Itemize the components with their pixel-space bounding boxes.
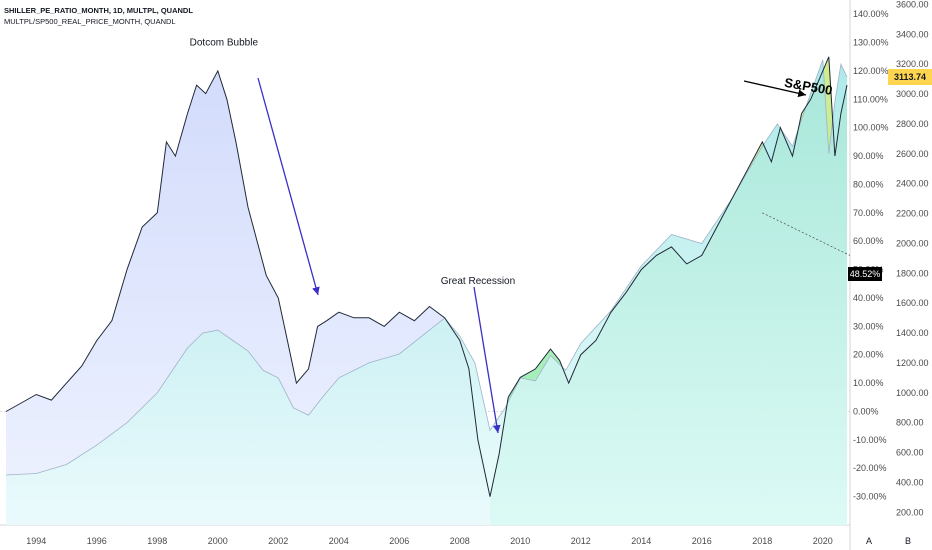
price-tick-label: 1200.00 bbox=[896, 358, 929, 368]
pct-tick-label: 90.00% bbox=[853, 151, 884, 161]
x-tick-label: 1994 bbox=[26, 536, 46, 546]
pct-tick-label: 40.00% bbox=[853, 293, 884, 303]
x-tick-label: 2014 bbox=[631, 536, 651, 546]
pct-tick-label: 60.00% bbox=[853, 236, 884, 246]
pct-tick-label: 80.00% bbox=[853, 179, 884, 189]
price-tick-label: 1800.00 bbox=[896, 268, 929, 278]
x-tick-label: 2018 bbox=[752, 536, 772, 546]
price-tick-label: 3200.00 bbox=[896, 59, 929, 69]
pct-tick-label: 20.00% bbox=[853, 350, 884, 360]
log-scale-button[interactable]: B bbox=[905, 536, 912, 546]
price-tick-label: 3000.00 bbox=[896, 89, 929, 99]
price-tick-label: 800.00 bbox=[896, 418, 924, 428]
pct-tick-label: -30.00% bbox=[853, 492, 887, 502]
pct-tick-label: 120.00% bbox=[853, 66, 889, 76]
series-area-sp500 bbox=[6, 59, 847, 525]
x-tick-label: 2002 bbox=[268, 536, 288, 546]
price-tick-label: 3400.00 bbox=[896, 29, 929, 39]
pct-tick-label: 30.00% bbox=[853, 321, 884, 331]
series-line-pe-ratio bbox=[5, 56, 848, 497]
price-tick-label: 200.00 bbox=[896, 507, 924, 517]
x-tick-label: 2008 bbox=[450, 536, 470, 546]
price-tick-label: 1000.00 bbox=[896, 388, 929, 398]
pct-tick-label: 70.00% bbox=[853, 208, 884, 218]
x-tick-label: 1996 bbox=[87, 536, 107, 546]
x-axis: 1994 1996 1998 2000 2002 2004 2006 2008 2010 2012… bbox=[26, 536, 833, 546]
price-tick-label: 2800.00 bbox=[896, 119, 929, 129]
price-tick-label: 1400.00 bbox=[896, 328, 929, 338]
price-tick-label: 1600.00 bbox=[896, 298, 929, 308]
x-tick-label: 2010 bbox=[510, 536, 530, 546]
x-tick-label: 1998 bbox=[147, 536, 167, 546]
x-tick-label: 2000 bbox=[208, 536, 228, 546]
trend-line bbox=[762, 212, 851, 256]
annotation-label: Dotcom Bubble bbox=[190, 37, 259, 48]
pct-tick-label: 100.00% bbox=[853, 123, 889, 133]
x-tick-label: 2006 bbox=[389, 536, 409, 546]
pct-tick-label: 110.00% bbox=[853, 94, 888, 104]
price-axis: 200.00 400.00 600.00 800.00 1000.00 1200.00 14… bbox=[896, 0, 929, 517]
pct-tick-label: 130.00% bbox=[853, 38, 889, 48]
pct-tick-label: -10.00% bbox=[853, 435, 887, 445]
price-tick-label: 400.00 bbox=[896, 477, 924, 487]
series-line-sp500 bbox=[5, 59, 848, 476]
recession-arrow bbox=[473, 286, 501, 434]
legend: SHILLER_PE_RATIO_MONTH, 1D, MULTPL, QUAN… bbox=[4, 5, 193, 27]
sp500-arrow bbox=[743, 80, 807, 98]
pct-tick-label: 0.00% bbox=[853, 406, 879, 416]
pct-tick-label: 10.00% bbox=[853, 378, 884, 388]
pct-value-badge: 48.52% bbox=[848, 266, 882, 281]
price-tick-label: 2000.00 bbox=[896, 238, 929, 248]
pct-tick-label: -20.00% bbox=[853, 463, 887, 473]
dotcom-arrow bbox=[257, 77, 320, 296]
pct-tick-label: 140.00% bbox=[853, 9, 889, 19]
x-tick-label: 2020 bbox=[813, 536, 833, 546]
auto-scale-button[interactable]: A bbox=[866, 536, 873, 546]
price-tick-label: 3600.00 bbox=[896, 0, 929, 9]
legend-title-1: SHILLER_PE_RATIO_MONTH, 1D, MULTPL, QUAN… bbox=[4, 6, 193, 15]
legend-title-2: MULTPL/SP500_REAL_PRICE_MONTH, QUANDL bbox=[4, 17, 176, 26]
x-tick-label: 2012 bbox=[571, 536, 591, 546]
price-tick-label: 2200.00 bbox=[896, 209, 929, 219]
x-tick-label: 2016 bbox=[692, 536, 712, 546]
price-tick-label: 2400.00 bbox=[896, 179, 929, 189]
price-tick-label: 2600.00 bbox=[896, 149, 929, 159]
price-value-badge: 3113.74 bbox=[888, 69, 932, 86]
series-group bbox=[5, 56, 848, 526]
x-tick-label: 2004 bbox=[329, 536, 349, 546]
annotation-label: Great Recession bbox=[441, 276, 515, 287]
price-tick-label: 600.00 bbox=[896, 448, 924, 458]
